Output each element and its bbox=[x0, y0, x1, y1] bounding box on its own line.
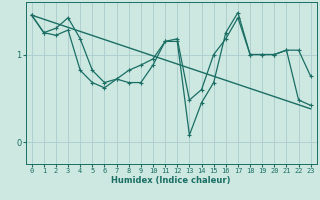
X-axis label: Humidex (Indice chaleur): Humidex (Indice chaleur) bbox=[111, 176, 231, 185]
